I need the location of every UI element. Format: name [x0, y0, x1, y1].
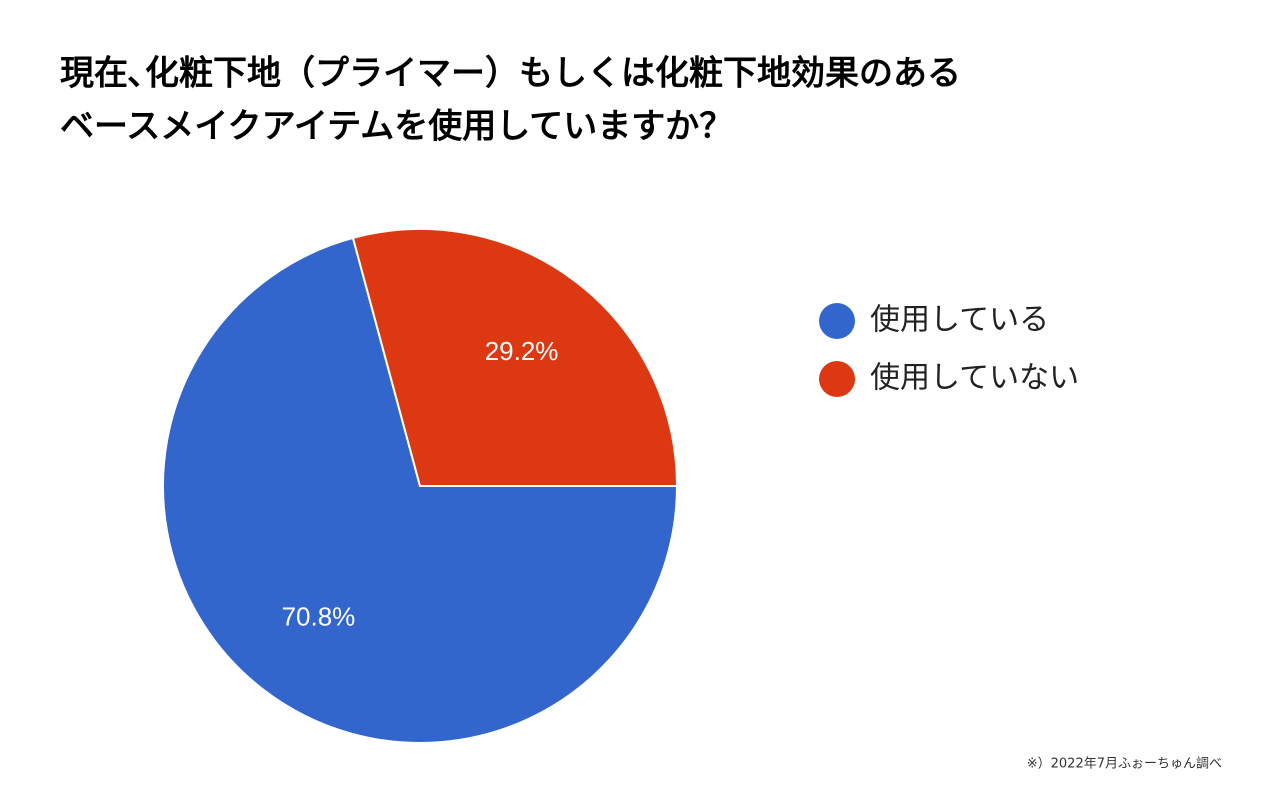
- legend-label: 使用していない: [870, 361, 1079, 396]
- legend-swatch: [819, 361, 855, 397]
- legend-label: 使用している: [870, 303, 1049, 338]
- value-label: 70.8%: [282, 602, 356, 632]
- chart-title: 現在､化粧下地（プライマー）もしくは化粧下地効果のある: [60, 54, 961, 94]
- pie-slice: [162, 236, 679, 744]
- chart-title: ベースメイクアイテムを使用していますか？: [60, 107, 733, 147]
- source-note: ※）2022年7月ふぉーちゅん調べ: [1027, 757, 1222, 772]
- pie-slice: [351, 228, 679, 487]
- legend-swatch: [819, 303, 855, 339]
- value-label: 29.2%: [485, 336, 559, 366]
